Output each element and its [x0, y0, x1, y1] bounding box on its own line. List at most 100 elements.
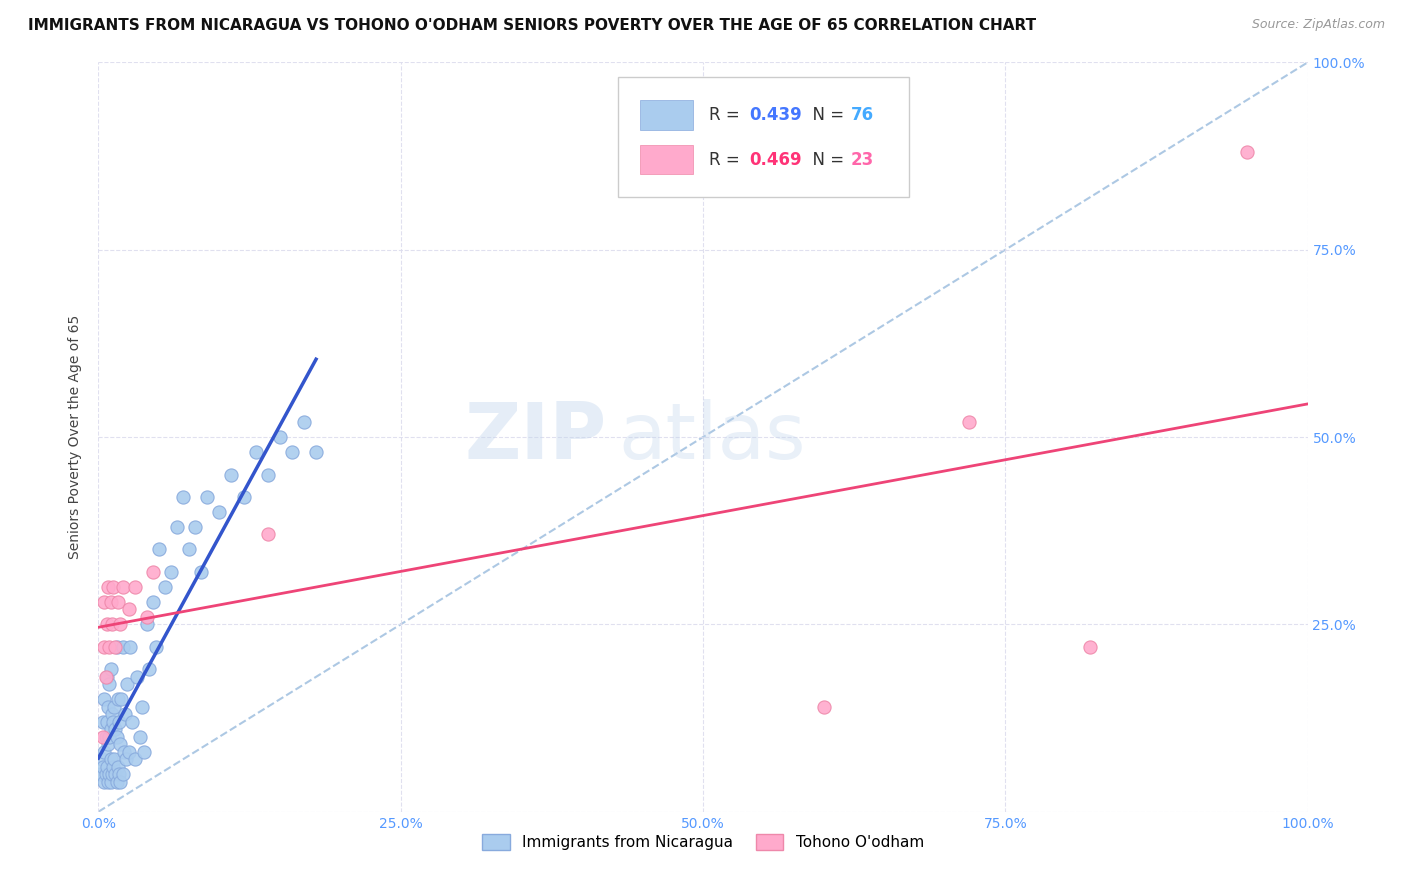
Point [100, 595, 122, 609]
Point [128, 730, 150, 744]
Point [131, 699, 153, 714]
Point [98, 767, 121, 781]
Point [103, 699, 125, 714]
Point [256, 467, 278, 482]
Point [93, 595, 115, 609]
Point [96, 760, 118, 774]
Point [138, 662, 160, 676]
FancyBboxPatch shape [619, 78, 908, 197]
Point [91, 730, 114, 744]
Point [957, 415, 980, 429]
Point [94, 670, 117, 684]
Point [93, 745, 115, 759]
Y-axis label: Seniors Poverty Over the Age of 65: Seniors Poverty Over the Age of 65 [69, 315, 83, 559]
Point [114, 707, 136, 722]
Point [111, 767, 134, 781]
Point [190, 565, 212, 579]
Point [96, 617, 118, 632]
Point [100, 767, 122, 781]
Text: ZIP: ZIP [464, 399, 606, 475]
Point [108, 767, 131, 781]
Point [1078, 640, 1101, 654]
Point [111, 580, 134, 594]
Point [100, 752, 122, 766]
Point [166, 520, 188, 534]
Point [105, 774, 128, 789]
Point [91, 752, 114, 766]
Point [98, 640, 121, 654]
Point [124, 752, 146, 766]
Point [221, 467, 243, 482]
Point [101, 580, 124, 594]
Text: 0.469: 0.469 [749, 151, 801, 169]
Point [1236, 145, 1258, 160]
Point [160, 565, 183, 579]
Point [104, 767, 127, 781]
Point [232, 490, 254, 504]
Point [90, 767, 112, 781]
Point [179, 542, 201, 557]
Point [111, 640, 134, 654]
Point [100, 707, 122, 722]
Point [134, 745, 156, 759]
Point [145, 640, 167, 654]
Point [121, 714, 143, 729]
Point [195, 490, 218, 504]
Point [103, 752, 125, 766]
Point [142, 565, 165, 579]
Text: R =: R = [709, 106, 745, 124]
Text: 23: 23 [851, 151, 873, 169]
Point [100, 774, 122, 789]
Text: N =: N = [803, 151, 849, 169]
Point [135, 610, 157, 624]
Point [98, 730, 121, 744]
Point [118, 602, 141, 616]
Point [110, 692, 132, 706]
Text: R =: R = [709, 151, 745, 169]
Point [97, 699, 120, 714]
Text: IMMIGRANTS FROM NICARAGUA VS TOHONO O'ODHAM SENIORS POVERTY OVER THE AGE OF 65 C: IMMIGRANTS FROM NICARAGUA VS TOHONO O'OD… [28, 18, 1036, 33]
Point [107, 760, 129, 774]
Point [105, 730, 128, 744]
Point [153, 580, 176, 594]
Point [98, 677, 121, 691]
Point [94, 767, 117, 781]
Point [172, 490, 194, 504]
Point [184, 520, 207, 534]
Point [91, 760, 114, 774]
Point [108, 774, 131, 789]
Point [135, 617, 157, 632]
Point [112, 745, 135, 759]
Point [124, 580, 146, 594]
Point [94, 730, 117, 744]
Point [305, 445, 328, 459]
Point [97, 774, 120, 789]
Point [269, 430, 291, 444]
Point [148, 542, 170, 557]
Point [117, 677, 139, 691]
Point [97, 580, 120, 594]
Point [105, 640, 128, 654]
Point [93, 640, 115, 654]
Point [118, 640, 141, 654]
Point [292, 415, 315, 429]
Point [108, 737, 131, 751]
Point [127, 670, 149, 684]
Point [101, 714, 124, 729]
Point [104, 723, 127, 737]
Point [104, 640, 127, 654]
Point [101, 760, 124, 774]
Point [100, 617, 122, 632]
Text: N =: N = [803, 106, 849, 124]
Point [100, 723, 122, 737]
Point [107, 595, 129, 609]
Point [813, 699, 835, 714]
Point [108, 714, 131, 729]
Point [107, 692, 129, 706]
Point [97, 737, 120, 751]
Point [208, 505, 231, 519]
FancyBboxPatch shape [640, 145, 693, 175]
Text: atlas: atlas [619, 399, 806, 475]
Point [96, 670, 118, 684]
Point [281, 445, 304, 459]
